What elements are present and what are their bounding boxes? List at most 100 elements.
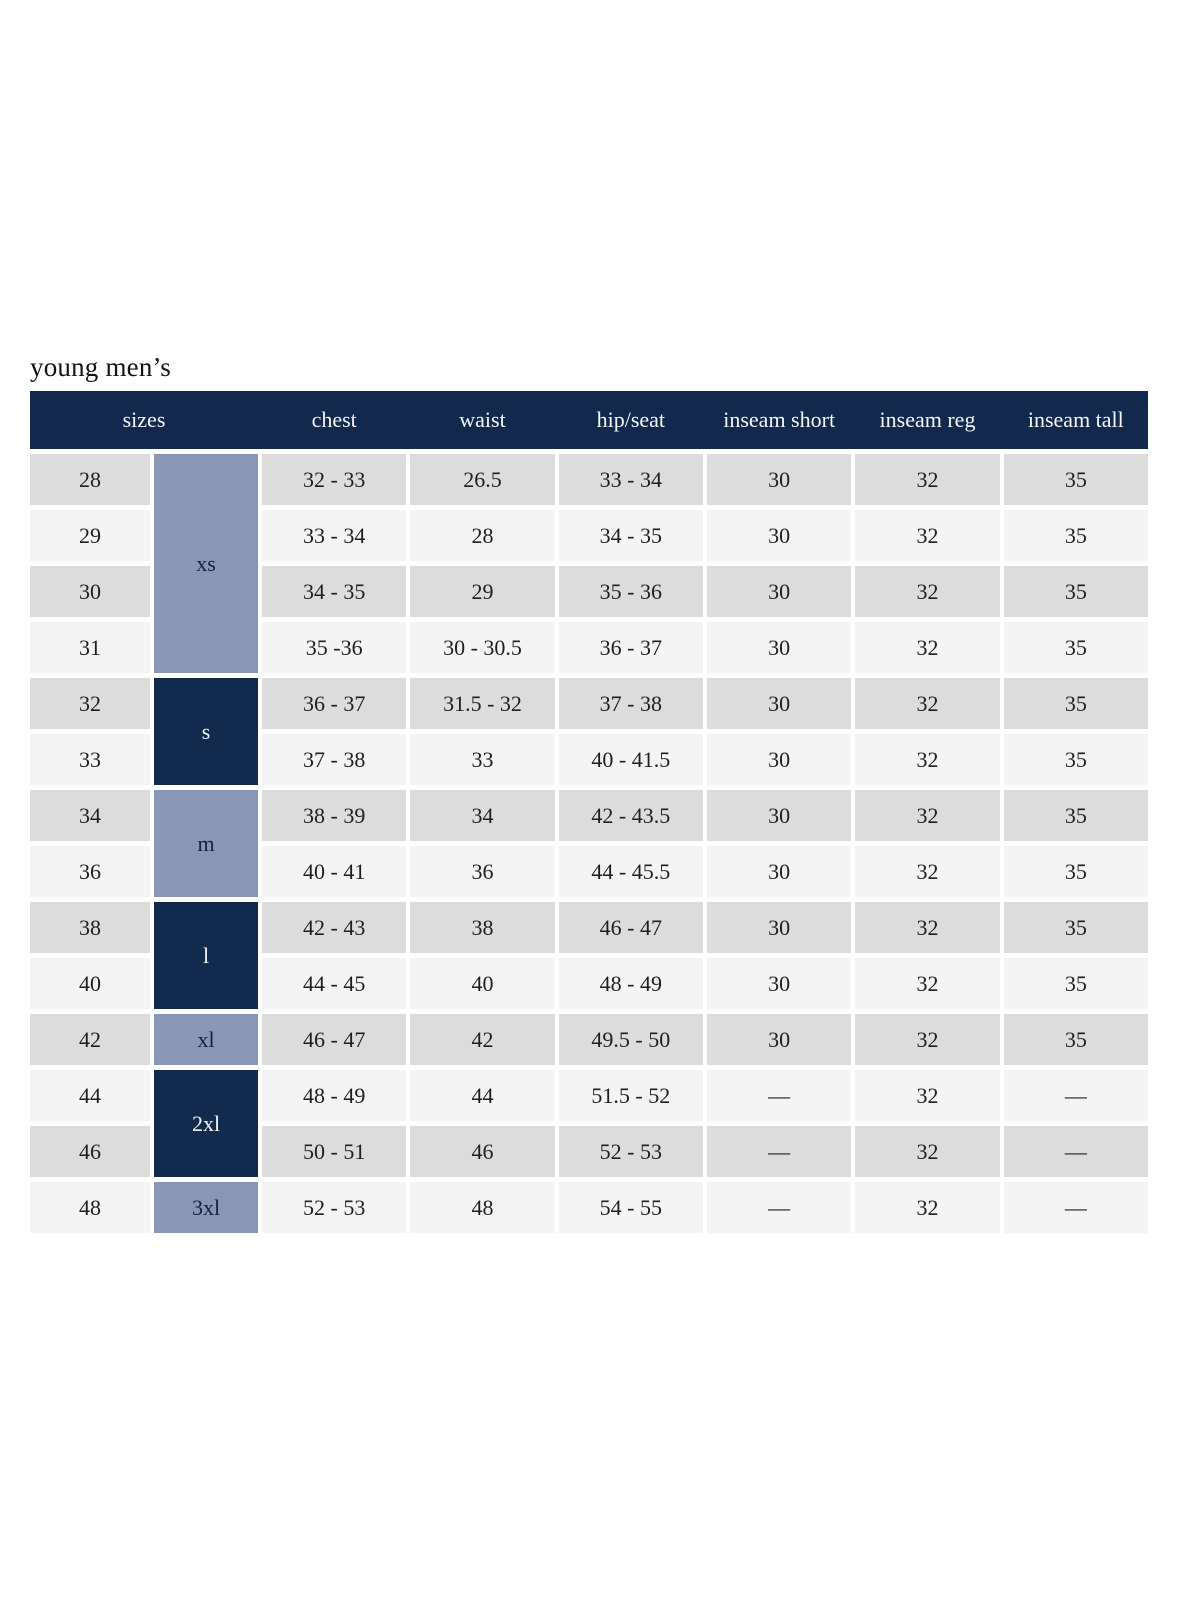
cell-waist: 36: [410, 846, 555, 897]
header-inseam-reg: inseam reg: [879, 407, 976, 432]
cell-waist: 46: [410, 1126, 555, 1177]
cell-inseam-reg: 32: [855, 790, 1000, 841]
cell-waist: 34: [410, 790, 555, 841]
cell-waist: 48: [410, 1182, 555, 1233]
cell-inseam-tall: 35: [1003, 454, 1148, 505]
size-group-3xl: 3xl: [154, 1182, 258, 1233]
cell-inseam-short: 30: [706, 902, 852, 953]
cell-inseam-reg: 32: [855, 622, 1000, 673]
cell-inseam-reg: 32: [855, 566, 1000, 617]
cell-chest: 40 - 41: [262, 846, 407, 897]
cell-chest: 44 - 45: [262, 958, 407, 1009]
header-sizes: sizes: [122, 407, 166, 432]
cell-hip-seat: 54 - 55: [558, 1182, 703, 1233]
cell-hip-seat: 34 - 35: [558, 510, 703, 561]
cell-chest: 33 - 34: [262, 510, 407, 561]
page-title: young men’s: [30, 352, 171, 382]
cell-waist: 33: [410, 734, 555, 785]
cell-inseam-short: 30: [706, 678, 852, 729]
cell-inseam-tall: 35: [1003, 846, 1148, 897]
table-header-row: sizes chest waist hip/seat inseam short …: [30, 391, 1148, 449]
cell-chest: 50 - 51: [262, 1126, 407, 1177]
cell-inseam-short: 30: [706, 1014, 852, 1065]
cell-inseam-short: 30: [706, 622, 852, 673]
size-group-xs: xs: [154, 454, 258, 673]
cell-hip-seat: 46 - 47: [558, 902, 703, 953]
cell-inseam-tall: 35: [1003, 1014, 1148, 1065]
cell-inseam-reg: 32: [855, 510, 1000, 561]
cell-hip-seat: 52 - 53: [558, 1126, 703, 1177]
size-chart-table: sizes chest waist hip/seat inseam short …: [30, 391, 1148, 1233]
cell-inseam-reg: 32: [855, 734, 1000, 785]
cell-inseam-tall: —: [1003, 1182, 1148, 1233]
cell-inseam-short: —: [706, 1070, 852, 1121]
cell-hip-seat: 44 - 45.5: [558, 846, 703, 897]
cell-inseam-short: —: [706, 1182, 852, 1233]
cell-inseam-reg: 32: [855, 958, 1000, 1009]
cell-inseam-tall: —: [1003, 1070, 1148, 1121]
cell-inseam-reg: 32: [855, 846, 1000, 897]
cell-inseam-tall: 35: [1003, 622, 1148, 673]
cell-hip-seat: 37 - 38: [558, 678, 703, 729]
cell-inseam-reg: 32: [855, 1126, 1000, 1177]
cell-chest: 37 - 38: [262, 734, 407, 785]
size-group-2xl: 2xl: [154, 1070, 258, 1177]
cell-hip-seat: 49.5 - 50: [558, 1014, 703, 1065]
cell-waist: 40: [410, 958, 555, 1009]
cell-inseam-short: 30: [706, 846, 852, 897]
cell-chest: 48 - 49: [262, 1070, 407, 1121]
cell-inseam-tall: 35: [1003, 790, 1148, 841]
header-hip-seat: hip/seat: [596, 407, 666, 432]
header-waist: waist: [459, 407, 506, 432]
cell-inseam-reg: 32: [855, 678, 1000, 729]
cell-size: 34: [30, 790, 150, 841]
cell-size: 48: [30, 1182, 150, 1233]
cell-waist: 30 - 30.5: [410, 622, 555, 673]
cell-inseam-reg: 32: [855, 902, 1000, 953]
cell-inseam-tall: 35: [1003, 734, 1148, 785]
table-body: 28 32 - 33 26.5 33 - 34 30 32 35 29 33 - 34 28 34 …: [30, 454, 1148, 1233]
cell-inseam-reg: 32: [855, 1182, 1000, 1233]
cell-size: 29: [30, 510, 150, 561]
cell-chest: 46 - 47: [262, 1014, 407, 1065]
size-group-m: m: [154, 790, 258, 897]
size-group-s: s: [154, 678, 258, 785]
cell-size: 36: [30, 846, 150, 897]
cell-size: 31: [30, 622, 150, 673]
cell-chest: 38 - 39: [262, 790, 407, 841]
cell-inseam-tall: —: [1003, 1126, 1148, 1177]
header-inseam-tall: inseam tall: [1027, 407, 1124, 432]
cell-waist: 29: [410, 566, 555, 617]
cell-size: 38: [30, 902, 150, 953]
cell-inseam-tall: 35: [1003, 510, 1148, 561]
cell-inseam-short: 30: [706, 790, 852, 841]
cell-waist: 42: [410, 1014, 555, 1065]
cell-hip-seat: 48 - 49: [558, 958, 703, 1009]
header-chest: chest: [311, 407, 357, 432]
cell-chest: 42 - 43: [262, 902, 407, 953]
cell-inseam-short: 30: [706, 958, 852, 1009]
cell-size: 42: [30, 1014, 150, 1065]
cell-size: 28: [30, 454, 150, 505]
cell-chest: 32 - 33: [262, 454, 407, 505]
cell-inseam-reg: 32: [855, 1014, 1000, 1065]
cell-size: 46: [30, 1126, 150, 1177]
cell-hip-seat: 33 - 34: [558, 454, 703, 505]
cell-inseam-short: —: [706, 1126, 852, 1177]
header-inseam-short: inseam short: [723, 407, 836, 432]
cell-inseam-tall: 35: [1003, 566, 1148, 617]
cell-chest: 35 -36: [262, 622, 407, 673]
cell-size: 44: [30, 1070, 150, 1121]
cell-waist: 31.5 - 32: [410, 678, 555, 729]
cell-size: 33: [30, 734, 150, 785]
cell-inseam-reg: 32: [855, 1070, 1000, 1121]
cell-waist: 38: [410, 902, 555, 953]
cell-size: 40: [30, 958, 150, 1009]
cell-inseam-short: 30: [706, 566, 852, 617]
cell-inseam-reg: 32: [855, 454, 1000, 505]
cell-inseam-short: 30: [706, 510, 852, 561]
cell-waist: 28: [410, 510, 555, 561]
cell-hip-seat: 51.5 - 52: [558, 1070, 703, 1121]
cell-inseam-tall: 35: [1003, 902, 1148, 953]
